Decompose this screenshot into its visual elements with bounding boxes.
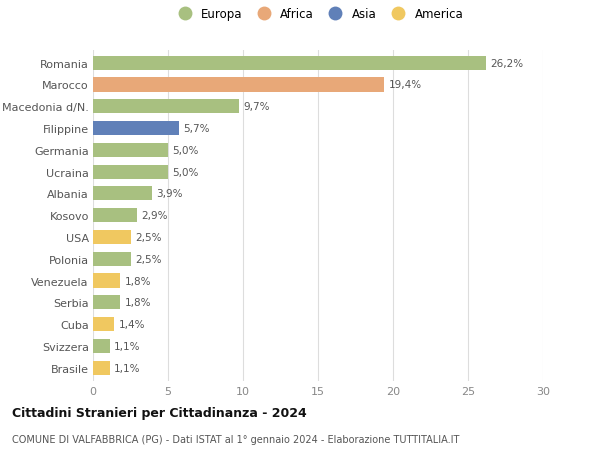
Bar xyxy=(93,296,120,310)
Text: 5,7%: 5,7% xyxy=(183,124,209,134)
Text: 2,9%: 2,9% xyxy=(141,211,167,221)
Text: 1,4%: 1,4% xyxy=(119,319,145,330)
Text: COMUNE DI VALFABBRICA (PG) - Dati ISTAT al 1° gennaio 2024 - Elaborazione TUTTIT: COMUNE DI VALFABBRICA (PG) - Dati ISTAT … xyxy=(12,434,460,444)
Text: 2,5%: 2,5% xyxy=(135,254,161,264)
Text: 1,8%: 1,8% xyxy=(125,276,151,286)
Text: 5,0%: 5,0% xyxy=(173,146,199,156)
Bar xyxy=(93,143,168,157)
Text: 1,1%: 1,1% xyxy=(114,341,140,351)
Bar xyxy=(93,56,486,71)
Bar xyxy=(93,361,110,375)
Text: 26,2%: 26,2% xyxy=(491,59,524,68)
Text: 5,0%: 5,0% xyxy=(173,167,199,177)
Bar xyxy=(93,274,120,288)
Legend: Europa, Africa, Asia, America: Europa, Africa, Asia, America xyxy=(173,8,463,21)
Bar xyxy=(93,78,384,92)
Text: 19,4%: 19,4% xyxy=(389,80,422,90)
Text: 2,5%: 2,5% xyxy=(135,232,161,242)
Text: 1,8%: 1,8% xyxy=(125,298,151,308)
Text: 9,7%: 9,7% xyxy=(243,102,269,112)
Bar xyxy=(93,187,151,201)
Bar xyxy=(93,122,179,136)
Bar xyxy=(93,317,114,331)
Text: 3,9%: 3,9% xyxy=(156,189,182,199)
Bar xyxy=(93,100,239,114)
Bar xyxy=(93,230,131,245)
Text: 1,1%: 1,1% xyxy=(114,363,140,373)
Bar xyxy=(93,209,137,223)
Bar xyxy=(93,339,110,353)
Bar xyxy=(93,252,131,266)
Bar xyxy=(93,165,168,179)
Text: Cittadini Stranieri per Cittadinanza - 2024: Cittadini Stranieri per Cittadinanza - 2… xyxy=(12,406,307,419)
